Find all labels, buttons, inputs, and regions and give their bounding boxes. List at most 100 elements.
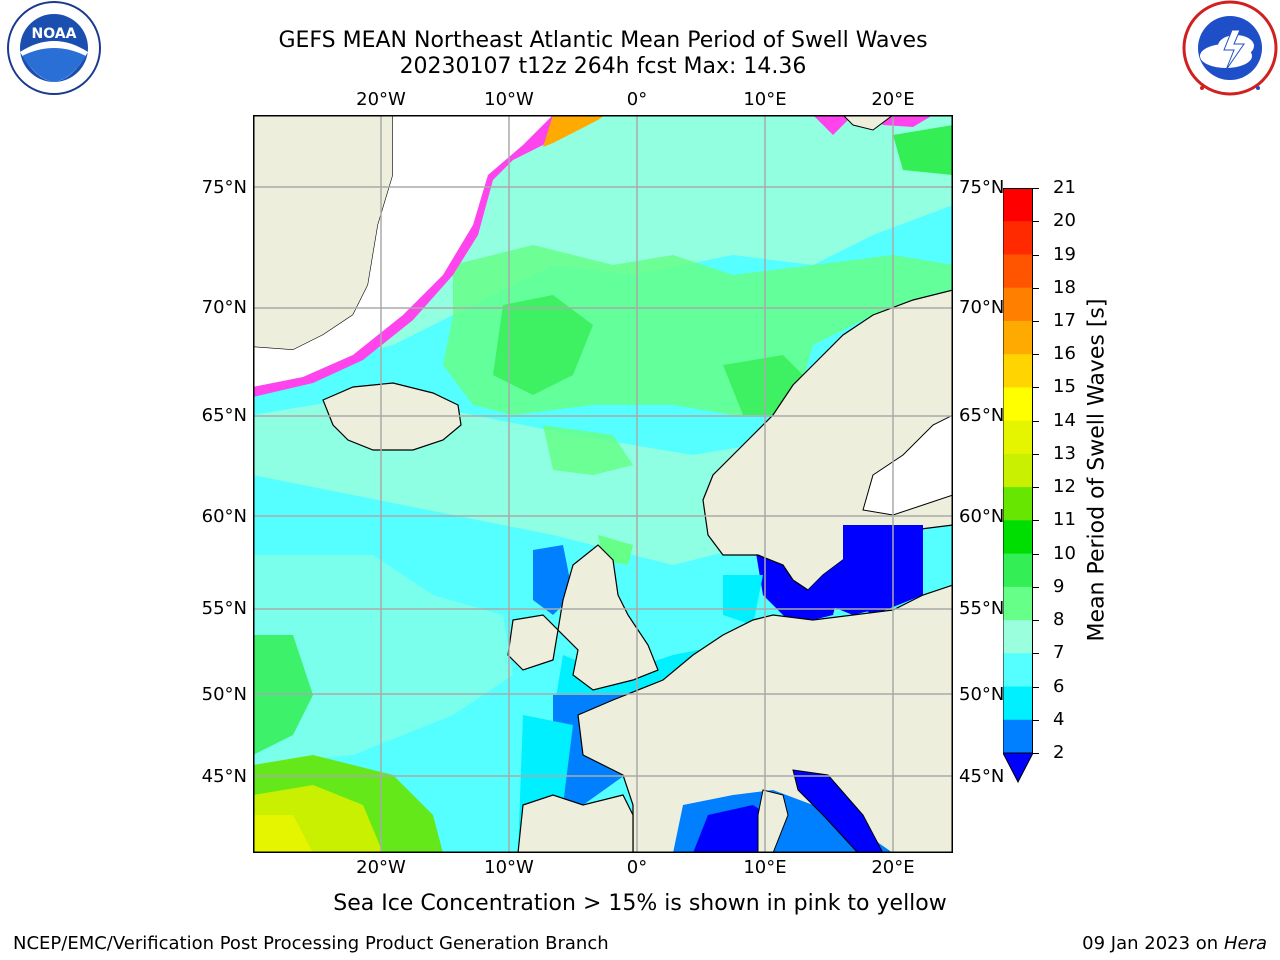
colorbar-tick-label: 15	[1053, 376, 1076, 398]
svalbard-land	[842, 115, 894, 131]
colorbar-tick-label: 9	[1053, 575, 1065, 597]
colorbar-segment	[1003, 420, 1033, 455]
colorbar-tick-mark	[1033, 221, 1039, 223]
iberia-land	[517, 794, 634, 853]
colorbar-tick-label: 17	[1053, 309, 1076, 331]
colorbar-tick-mark	[1033, 653, 1039, 655]
colorbar-segment	[1003, 287, 1033, 322]
left-lat-label: 70°N	[201, 297, 247, 318]
bottom-lon-label: 20°W	[356, 857, 406, 878]
colorbar-tick-mark	[1033, 520, 1039, 522]
footer-date-text: 09 Jan 2023 on	[1082, 933, 1224, 954]
swell-zone-9-10	[543, 425, 633, 475]
colorbar-tick-mark	[1033, 287, 1039, 289]
colorbar-tick-mark	[1033, 553, 1039, 555]
swell-zone-10-11	[893, 125, 953, 175]
graticule	[253, 115, 953, 853]
right-lat-label: 60°N	[959, 506, 1005, 527]
top-lon-label: 20°E	[871, 89, 915, 110]
footer-branch: NCEP/EMC/Verification Post Processing Pr…	[13, 933, 609, 954]
colorbar-segment	[1003, 188, 1033, 222]
swell-zone-8-9	[253, 555, 513, 765]
swell-period-map	[253, 115, 953, 853]
swell-zone-13-14	[253, 815, 313, 853]
colorbar-tick-label: 19	[1053, 243, 1076, 265]
right-lat-label: 55°N	[959, 598, 1005, 619]
colorbar-tick-mark	[1033, 354, 1039, 356]
colorbar-segment	[1003, 520, 1033, 555]
great-britain-land	[557, 544, 659, 691]
colorbar-tick-label: 2	[1053, 742, 1065, 763]
colorbar-tick-label: 10	[1053, 542, 1076, 564]
bottom-lon-label: 0°	[626, 857, 648, 878]
left-lat-label: 75°N	[201, 177, 247, 198]
chart-subtitle: 20230107 t12z 264h fcst Max: 14.36	[399, 54, 807, 79]
colorbar-segment	[1003, 254, 1033, 289]
swell-zone-10-11	[253, 635, 313, 755]
colorbar-tick-label: 4	[1053, 708, 1065, 730]
bottom-lon-label: 10°W	[484, 857, 534, 878]
colorbar-tick-label: 7	[1053, 642, 1065, 664]
colorbar-tick-labels: 21 20 19 18 17 16 15 14 13 12 11 10 9 8 7 6 4 2	[1033, 178, 1093, 783]
top-lon-label: 10°W	[484, 89, 534, 110]
swell-zone-4-6	[723, 575, 763, 625]
map-canvas	[253, 115, 953, 853]
right-lat-label: 70°N	[959, 297, 1005, 318]
adriatic-sea	[792, 769, 884, 853]
colorbar-segment	[1003, 487, 1033, 521]
colorbar-frame	[1002, 188, 1033, 753]
colorbar-tick-mark	[1033, 487, 1039, 489]
colorbar-segment	[1003, 320, 1033, 355]
right-lat-label: 65°N	[959, 405, 1005, 426]
ireland-land	[507, 614, 559, 671]
top-lon-label: 20°W	[356, 89, 406, 110]
noaa-logo-text: NOAA	[32, 26, 77, 42]
bottom-lon-label: 10°E	[743, 857, 787, 878]
sea-ice-edge-high	[543, 115, 605, 147]
colorbar-tick-label: 20	[1053, 210, 1076, 232]
colorbar-tick-label: 8	[1053, 609, 1065, 631]
colorbar-label: Mean Period of Swell Waves [s]	[1084, 298, 1110, 642]
colorbar	[1002, 188, 1034, 784]
colorbar-tick-mark	[1033, 686, 1039, 688]
sea-ice-edge	[813, 115, 853, 135]
colorbar-tick-label: 13	[1053, 442, 1076, 464]
colorbar-tick-label: 14	[1053, 409, 1076, 431]
colorbar-extend-triangle	[1002, 752, 1034, 784]
colorbar-tick-mark	[1033, 420, 1039, 422]
swell-zone-10-11	[493, 295, 593, 395]
colorbar-segment	[1003, 453, 1033, 488]
gulf-of-bothnia	[862, 414, 953, 516]
colorbar-tick-mark	[1033, 586, 1039, 588]
left-lat-label: 65°N	[201, 405, 247, 426]
colorbar-segment	[1003, 387, 1033, 422]
left-lat-label: 60°N	[201, 506, 247, 527]
left-lat-label: 50°N	[201, 684, 247, 705]
bottom-lon-label: 20°E	[871, 857, 915, 878]
sea-ice-region	[253, 115, 553, 387]
noaa-logo: NOAA	[0, 0, 108, 100]
right-lat-label: 45°N	[959, 766, 1005, 787]
colorbar-tick-mark	[1033, 620, 1039, 622]
swell-zone-2-4	[533, 545, 573, 615]
colorbar-tick-label: 18	[1053, 276, 1076, 298]
colorbar-segment	[1003, 553, 1033, 588]
map-frame	[253, 115, 953, 853]
footer-date: 09 Jan 2023 on Hera	[1082, 933, 1267, 954]
left-lat-label: 45°N	[201, 766, 247, 787]
colorbar-segment	[1003, 586, 1033, 621]
left-lat-label: 55°N	[201, 598, 247, 619]
right-lat-label: 75°N	[959, 177, 1005, 198]
colorbar-tick-mark	[1033, 719, 1039, 721]
colorbar-tick-label: 12	[1053, 476, 1076, 498]
top-lon-label: 0°	[626, 89, 648, 110]
colorbar-tick-mark	[1033, 320, 1039, 322]
colorbar-tick-label: 21	[1053, 177, 1076, 198]
colorbar-tick-mark	[1033, 453, 1039, 455]
colorbar-segment	[1003, 620, 1033, 654]
nws-logo	[1180, 0, 1280, 100]
colorbar-segment	[1003, 653, 1033, 688]
footer-host: Hera	[1223, 933, 1267, 954]
colorbar-tick-mark	[1033, 188, 1039, 189]
colorbar-tick-mark	[1033, 753, 1039, 754]
